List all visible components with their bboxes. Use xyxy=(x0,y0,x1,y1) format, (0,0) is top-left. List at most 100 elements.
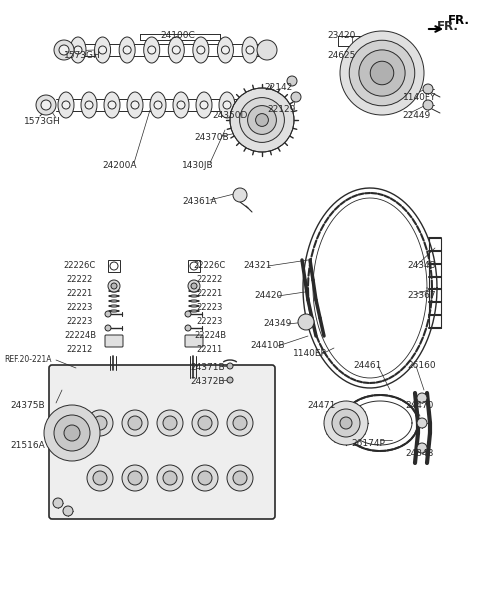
Text: 1573GH: 1573GH xyxy=(24,117,60,125)
Circle shape xyxy=(111,283,117,289)
Circle shape xyxy=(298,314,314,330)
Circle shape xyxy=(108,280,120,292)
Circle shape xyxy=(62,101,70,109)
Text: 22212: 22212 xyxy=(67,345,93,354)
Circle shape xyxy=(108,101,116,109)
Circle shape xyxy=(340,31,424,115)
Circle shape xyxy=(200,101,208,109)
Circle shape xyxy=(233,188,247,202)
Circle shape xyxy=(148,46,156,54)
Circle shape xyxy=(240,98,284,142)
Text: 24625: 24625 xyxy=(328,50,356,60)
Text: 22226C: 22226C xyxy=(194,261,226,271)
Text: 22129: 22129 xyxy=(268,105,296,114)
Circle shape xyxy=(227,410,253,436)
Circle shape xyxy=(423,84,433,94)
Circle shape xyxy=(105,311,111,317)
Circle shape xyxy=(87,410,113,436)
Text: 26160: 26160 xyxy=(408,362,436,370)
Circle shape xyxy=(349,40,415,106)
Circle shape xyxy=(417,418,427,428)
Circle shape xyxy=(41,100,51,110)
Circle shape xyxy=(198,416,212,430)
Ellipse shape xyxy=(104,92,120,118)
FancyBboxPatch shape xyxy=(49,365,275,519)
Circle shape xyxy=(157,410,183,436)
Circle shape xyxy=(163,471,177,485)
Circle shape xyxy=(157,465,183,491)
Circle shape xyxy=(255,114,268,126)
Text: 22224B: 22224B xyxy=(64,331,96,340)
Circle shape xyxy=(122,410,148,436)
Circle shape xyxy=(53,498,63,508)
Circle shape xyxy=(98,46,107,54)
Circle shape xyxy=(227,363,233,369)
Circle shape xyxy=(233,416,247,430)
Text: 24370B: 24370B xyxy=(195,134,229,142)
Text: 22223: 22223 xyxy=(67,317,93,326)
Text: 24410B: 24410B xyxy=(251,342,285,350)
Circle shape xyxy=(64,425,80,441)
Circle shape xyxy=(423,100,433,110)
Circle shape xyxy=(227,465,253,491)
Text: 24375B: 24375B xyxy=(11,401,45,410)
Ellipse shape xyxy=(242,37,258,63)
Circle shape xyxy=(93,416,107,430)
Text: 26174P: 26174P xyxy=(351,438,385,447)
Text: 24371B: 24371B xyxy=(191,364,225,373)
Text: 22222: 22222 xyxy=(197,275,223,285)
Text: 24461: 24461 xyxy=(354,362,382,370)
Circle shape xyxy=(74,46,82,54)
Circle shape xyxy=(287,76,297,86)
Circle shape xyxy=(332,409,360,437)
Circle shape xyxy=(359,50,405,96)
Text: 24349: 24349 xyxy=(264,319,292,328)
Circle shape xyxy=(340,417,352,429)
Circle shape xyxy=(417,393,427,403)
Ellipse shape xyxy=(217,37,233,63)
FancyBboxPatch shape xyxy=(185,335,203,347)
Circle shape xyxy=(87,465,113,491)
Circle shape xyxy=(177,101,185,109)
Circle shape xyxy=(190,262,198,270)
Circle shape xyxy=(192,465,218,491)
Circle shape xyxy=(417,443,427,453)
Circle shape xyxy=(172,46,180,54)
Circle shape xyxy=(163,416,177,430)
Circle shape xyxy=(185,311,191,317)
Circle shape xyxy=(185,325,191,331)
Circle shape xyxy=(192,410,218,436)
Text: 22226C: 22226C xyxy=(64,261,96,271)
Text: 22223: 22223 xyxy=(197,303,223,313)
Circle shape xyxy=(257,40,277,60)
Circle shape xyxy=(221,46,229,54)
Circle shape xyxy=(122,465,148,491)
Text: 24361A: 24361A xyxy=(183,198,217,207)
Text: 22221: 22221 xyxy=(67,289,93,299)
Text: 23367: 23367 xyxy=(408,291,436,300)
Text: 1140FY: 1140FY xyxy=(403,92,437,102)
Text: 23420: 23420 xyxy=(328,32,356,41)
Circle shape xyxy=(230,88,294,152)
Text: 22142: 22142 xyxy=(264,83,292,92)
Ellipse shape xyxy=(81,92,97,118)
Circle shape xyxy=(154,101,162,109)
Circle shape xyxy=(248,106,276,134)
Ellipse shape xyxy=(119,37,135,63)
Text: 24470: 24470 xyxy=(406,401,434,410)
Ellipse shape xyxy=(127,92,143,118)
Text: 24200A: 24200A xyxy=(103,162,137,170)
Text: 22223: 22223 xyxy=(197,317,223,326)
Ellipse shape xyxy=(95,37,110,63)
Text: 22211: 22211 xyxy=(197,345,223,354)
Text: 24348: 24348 xyxy=(406,449,434,458)
Text: 22221: 22221 xyxy=(197,289,223,299)
FancyBboxPatch shape xyxy=(105,335,123,347)
Circle shape xyxy=(128,416,142,430)
Text: 24420: 24420 xyxy=(254,291,282,300)
Text: 22223: 22223 xyxy=(67,303,93,313)
Circle shape xyxy=(54,415,90,451)
Circle shape xyxy=(246,46,254,54)
Text: 22449: 22449 xyxy=(402,111,430,120)
Circle shape xyxy=(246,101,254,109)
